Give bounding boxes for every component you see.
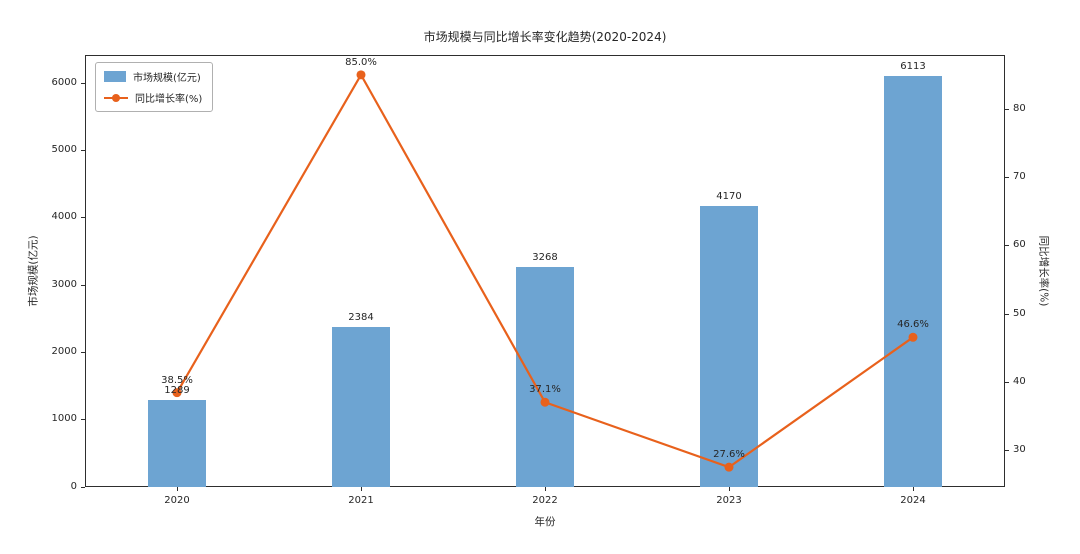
x-tick-mark: [544, 487, 546, 491]
growth-rate-label: 38.5%: [161, 374, 193, 386]
x-tick-mark: [912, 487, 914, 491]
bar: [884, 75, 942, 487]
growth-rate-label: 27.6%: [713, 449, 745, 461]
y-axis-left-label: 市场规模(亿元): [27, 235, 40, 307]
bar-value-label: 3268: [532, 252, 558, 264]
y-right-tick-mark: [1005, 450, 1009, 452]
growth-rate-label: 46.6%: [897, 319, 929, 331]
y-left-tick-mark: [81, 486, 85, 488]
y-right-tick-mark: [1005, 381, 1009, 383]
y-left-tick-mark: [81, 149, 85, 151]
y-right-tick-label: 40: [1013, 375, 1026, 387]
x-tick-label: 2021: [348, 495, 374, 506]
y-left-tick-label: 6000: [51, 76, 77, 88]
y-left-tick-label: 1000: [51, 413, 77, 425]
y-left-tick-mark: [81, 217, 85, 219]
x-tick-mark: [728, 487, 730, 491]
y-left-tick-mark: [81, 351, 85, 353]
y-right-tick-label: 30: [1013, 444, 1026, 456]
line-swatch-icon: [104, 92, 128, 103]
y-left-tick-label: 4000: [51, 211, 77, 223]
legend-label-growth-rate: 同比增长率(%): [135, 94, 203, 105]
y-left-tick-label: 0: [70, 480, 77, 492]
y-left-tick-mark: [81, 419, 85, 421]
bar-value-label: 4170: [716, 191, 742, 203]
y-right-tick-mark: [1005, 313, 1009, 315]
y-left-tick-mark: [81, 82, 85, 84]
bar: [700, 206, 758, 487]
growth-rate-label: 85.0%: [345, 56, 377, 68]
y-left-tick-label: 2000: [51, 345, 77, 357]
x-tick-label: 2020: [164, 495, 190, 506]
y-right-tick-mark: [1005, 176, 1009, 178]
x-tick-label: 2023: [716, 495, 742, 506]
bar-value-label: 6113: [900, 60, 926, 72]
y-right-tick-label: 80: [1013, 102, 1026, 114]
x-tick-mark: [176, 487, 178, 491]
bar-value-label: 2384: [348, 311, 374, 323]
x-tick-mark: [360, 487, 362, 491]
bar: [148, 400, 206, 487]
y-left-tick-label: 5000: [51, 143, 77, 155]
y-right-tick-mark: [1005, 245, 1009, 247]
legend-item-market-size: 市场规模(亿元): [104, 69, 202, 84]
chart-title: 市场规模与同比增长率变化趋势(2020-2024): [423, 30, 667, 44]
line-swatch-marker: [112, 93, 120, 102]
y-left-tick-mark: [81, 284, 85, 286]
bar: [332, 326, 390, 487]
x-tick-label: 2024: [900, 495, 926, 506]
y-right-tick-mark: [1005, 108, 1009, 110]
y-right-tick-label: 70: [1013, 170, 1026, 182]
bar: [516, 267, 574, 487]
y-left-tick-label: 3000: [51, 278, 77, 290]
y-right-tick-label: 50: [1013, 307, 1026, 319]
y-right-tick-label: 60: [1013, 239, 1026, 251]
x-axis-label: 年份: [534, 516, 556, 528]
x-tick-label: 2022: [532, 495, 558, 506]
growth-rate-label: 37.1%: [529, 384, 561, 396]
legend: 市场规模(亿元) 同比增长率(%): [95, 62, 214, 112]
legend-label-market-size: 市场规模(亿元): [133, 73, 201, 84]
legend-item-growth-rate: 同比增长率(%): [104, 90, 202, 105]
bar-value-label: 1289: [164, 385, 190, 397]
bar-swatch-icon: [104, 71, 126, 82]
